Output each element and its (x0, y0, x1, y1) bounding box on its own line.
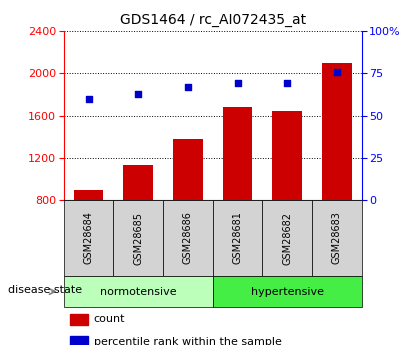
Point (85, 96, 92, 101)
Point (185, 84, 191, 90)
Text: percentile rank within the sample: percentile rank within the sample (94, 337, 282, 345)
Bar (272, 111, 302, 200)
Bar (322, 63, 352, 200)
Bar (69, 314, 88, 325)
Bar (163, 200, 213, 276)
Point (334, 69, 340, 75)
Bar (64, 276, 213, 307)
Point (284, 81, 291, 86)
Bar (173, 139, 203, 200)
Bar (262, 200, 312, 276)
Bar (223, 107, 252, 200)
Text: disease state: disease state (8, 285, 82, 295)
Text: count: count (94, 314, 125, 324)
Text: GSM28685: GSM28685 (133, 211, 143, 265)
Bar (312, 200, 362, 276)
Text: normotensive: normotensive (100, 287, 176, 296)
Text: GSM28684: GSM28684 (83, 211, 94, 265)
Bar (69, 336, 88, 345)
Bar (213, 200, 262, 276)
Bar (123, 165, 153, 200)
Text: GSM28686: GSM28686 (183, 211, 193, 265)
Text: GSM28681: GSM28681 (233, 211, 242, 265)
Text: GSM28683: GSM28683 (332, 211, 342, 265)
Text: hypertensive: hypertensive (251, 287, 324, 296)
Point (135, 91, 141, 96)
Point (234, 81, 241, 86)
Bar (74, 189, 104, 200)
Bar (213, 276, 362, 307)
Text: GSM28682: GSM28682 (282, 211, 292, 265)
Bar (64, 200, 113, 276)
Bar (113, 200, 163, 276)
Title: GDS1464 / rc_AI072435_at: GDS1464 / rc_AI072435_at (120, 13, 306, 27)
